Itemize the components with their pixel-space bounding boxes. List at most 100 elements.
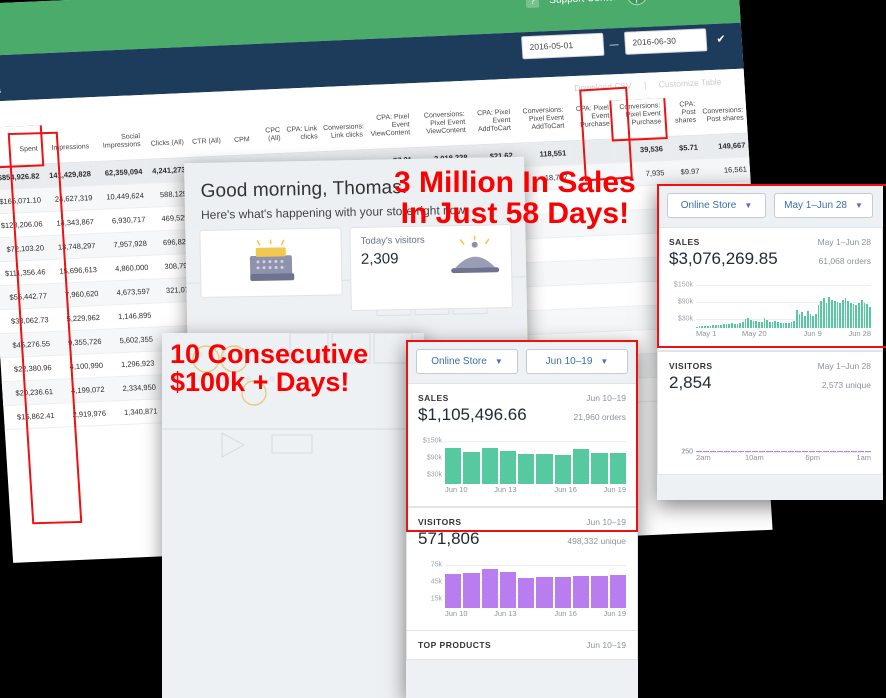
table-col-header[interactable]: Social Impressions <box>90 120 145 162</box>
sales-chart-right: $30k $90k $150k May 1 May 20 Jun 9 Jun 28 <box>669 276 871 342</box>
gridline <box>445 475 626 477</box>
date-start-input[interactable]: 2016-05-01 <box>520 32 605 60</box>
bar <box>773 450 780 452</box>
store-select-center[interactable]: Online Store ▼ <box>416 349 518 374</box>
customize-table-link[interactable]: Customize Table <box>658 76 722 90</box>
table-col-header[interactable]: Conversions: Link clicks <box>319 111 367 152</box>
table-col-header[interactable]: Conversions: Pixel Event ViewContent <box>411 106 470 148</box>
bar <box>724 450 731 452</box>
bar-series <box>696 276 871 328</box>
x-tick-label: 6pm <box>805 453 820 462</box>
table-col-header[interactable]: Conversions: Post shares <box>697 94 748 136</box>
table-cell: $5.71 <box>665 135 702 161</box>
table-col-header[interactable]: Conversions: Pixel Event AddToCart <box>512 102 569 144</box>
y-tick-label: 150 <box>681 448 693 456</box>
bar <box>573 449 590 484</box>
table-col-header[interactable]: CPA: Pixel Event ViewContent <box>364 109 415 150</box>
gridline <box>445 582 626 583</box>
gridline <box>445 458 626 459</box>
bar <box>738 450 745 452</box>
table-col-header[interactable]: CPA: Post shares <box>662 96 701 137</box>
visitors-range: May 1–Jun 28 <box>817 361 871 371</box>
bar <box>554 454 572 484</box>
bar <box>736 324 739 328</box>
question-icon[interactable]: ? <box>525 0 540 9</box>
greeting-cards: Today's visitors 2,309 <box>185 224 527 315</box>
support-center-link[interactable]: Support Center <box>549 0 617 6</box>
table-col-header[interactable]: Spent <box>0 123 44 169</box>
visitors-label: VISITORS <box>418 517 462 527</box>
table-col-header[interactable]: CPC (All) <box>251 114 285 155</box>
date-range-picker[interactable]: 2016-05-01 — 2016-06-30 ✔ <box>520 27 731 60</box>
visitors-range: Jun 10–19 <box>586 517 626 527</box>
notifications[interactable]: 10 <box>626 0 648 9</box>
y-tick-label: 75k <box>430 561 442 569</box>
table-col-header[interactable]: CTR (All) <box>185 117 225 158</box>
range-select-center[interactable]: Jun 10–19 ▼ <box>526 349 628 374</box>
bar <box>752 450 759 452</box>
bar <box>728 323 731 328</box>
globe-icon[interactable] <box>626 0 648 6</box>
center-sales-card: SALES Jun 10–19 $1,105,496.66 21,960 ord… <box>406 383 638 507</box>
bar <box>741 321 744 328</box>
table-cell: 149,667 <box>700 133 750 160</box>
x-axis: May 1 May 20 Jun 9 Jun 28 <box>696 329 871 342</box>
bar <box>717 450 724 452</box>
x-tick-label: Jun 28 <box>848 329 871 338</box>
bar <box>499 572 517 608</box>
bar <box>774 321 777 328</box>
bar <box>760 322 763 328</box>
bar <box>828 296 831 328</box>
bar <box>858 450 865 452</box>
table-cell: $22,380.96 <box>0 355 56 382</box>
chevron-down-icon: ▼ <box>600 357 609 366</box>
sales-label: SALES <box>418 393 449 403</box>
annotation-bottom-line1: 10 Consecutive <box>170 339 369 369</box>
bar <box>759 450 766 452</box>
plot-area <box>445 432 626 484</box>
bar <box>815 450 822 452</box>
table-cell <box>574 234 622 261</box>
bar <box>755 321 758 328</box>
bar <box>804 315 806 328</box>
bar <box>860 299 863 328</box>
table-col-header[interactable]: Clicks (All) <box>142 119 188 160</box>
bar <box>766 319 768 328</box>
user-name[interactable]: Thomas Bartke <box>657 0 725 1</box>
table-col-header[interactable]: Impressions <box>39 123 94 164</box>
bar <box>481 568 498 608</box>
top-bar-right: ? Support Center 10 Thomas Bartke <box>525 0 726 13</box>
table-col-header[interactable]: CPA: Pixel Event AddToCart <box>467 104 515 146</box>
sales-orders: 21,960 orders <box>573 412 626 422</box>
table-cell: $72,103.20 <box>0 235 48 263</box>
range-select-right[interactable]: May 1–Jun 28 ▼ <box>774 193 873 218</box>
bar <box>777 321 779 328</box>
download-csv-link[interactable]: Download CSV <box>573 80 633 94</box>
bar <box>463 573 480 608</box>
table-col-header[interactable]: CPA: Link clicks <box>282 113 322 154</box>
blueprint-wallpaper-2 <box>162 333 424 698</box>
table-cell: 16,561 <box>701 157 751 184</box>
table-col-header[interactable]: Conversions: Pixel Event Purchase <box>609 96 668 142</box>
bar <box>833 301 836 328</box>
table-col-header[interactable]: CPM <box>222 116 254 156</box>
bar <box>839 302 841 328</box>
date-end-input[interactable]: 2016-06-30 <box>623 28 708 55</box>
table-cell: $111,356.46 <box>0 259 50 287</box>
gridline <box>696 302 871 303</box>
top-products-label: TOP PRODUCTS <box>418 640 492 650</box>
bar-series <box>445 556 626 608</box>
bar <box>820 301 823 328</box>
bar <box>554 576 572 608</box>
bar <box>701 326 704 328</box>
check-icon[interactable]: ✔ <box>716 33 727 46</box>
x-axis: 2am 10am 6pm 1am <box>696 453 871 466</box>
bar <box>866 303 868 328</box>
y-tick-label: $150k <box>422 437 442 445</box>
table-col-header[interactable]: CPA: Pixel Event Purchase <box>566 100 614 141</box>
store-select-right[interactable]: Online Store ▼ <box>667 193 766 218</box>
table-toolbar-links: Download CSV | Customize Table <box>569 76 727 93</box>
bar <box>733 323 736 328</box>
gridline <box>696 284 871 286</box>
y-axis: $30k $90k $150k <box>418 432 444 484</box>
